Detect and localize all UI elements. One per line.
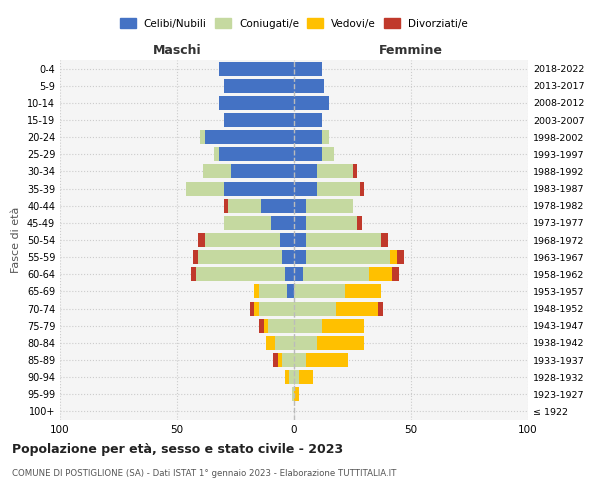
Bar xyxy=(280,233,294,247)
Bar xyxy=(278,353,283,367)
Y-axis label: Fasce di età: Fasce di età xyxy=(11,207,21,273)
Bar xyxy=(250,302,254,316)
Bar xyxy=(254,302,259,316)
Bar xyxy=(294,130,322,144)
Bar xyxy=(292,388,294,402)
Bar xyxy=(268,318,294,332)
Bar xyxy=(224,216,271,230)
Bar xyxy=(294,78,325,92)
Bar xyxy=(369,268,392,281)
Bar xyxy=(294,370,299,384)
Bar xyxy=(193,250,198,264)
Bar xyxy=(254,284,259,298)
Bar xyxy=(214,148,219,162)
Bar xyxy=(392,268,400,281)
Bar xyxy=(191,268,196,281)
Bar xyxy=(306,216,357,230)
Bar xyxy=(284,370,289,384)
Bar xyxy=(322,148,334,162)
Bar xyxy=(378,302,383,316)
Bar xyxy=(224,78,294,92)
Bar xyxy=(317,336,364,350)
Bar xyxy=(294,164,317,178)
Bar xyxy=(357,216,362,230)
Bar xyxy=(283,353,294,367)
Bar xyxy=(271,216,294,230)
Bar xyxy=(397,250,404,264)
Bar xyxy=(205,130,294,144)
Bar xyxy=(306,250,390,264)
Bar xyxy=(198,250,283,264)
Bar xyxy=(205,233,280,247)
Bar xyxy=(390,250,397,264)
Bar xyxy=(231,164,294,178)
Bar xyxy=(219,148,294,162)
Bar xyxy=(294,233,306,247)
Text: Femmine: Femmine xyxy=(379,44,443,57)
Bar xyxy=(287,284,294,298)
Bar xyxy=(198,233,205,247)
Bar xyxy=(289,370,294,384)
Bar xyxy=(187,182,224,196)
Bar xyxy=(306,233,380,247)
Bar xyxy=(306,198,353,212)
Bar xyxy=(336,302,378,316)
Bar xyxy=(294,182,317,196)
Bar xyxy=(294,250,306,264)
Bar xyxy=(284,268,294,281)
Bar xyxy=(196,268,284,281)
Bar xyxy=(294,353,306,367)
Bar xyxy=(229,198,261,212)
Bar xyxy=(259,284,287,298)
Bar xyxy=(275,336,294,350)
Legend: Celibi/Nubili, Coniugati/e, Vedovi/e, Divorziati/e: Celibi/Nubili, Coniugati/e, Vedovi/e, Di… xyxy=(120,18,468,28)
Bar xyxy=(353,164,357,178)
Bar xyxy=(294,302,336,316)
Bar xyxy=(294,216,306,230)
Bar xyxy=(294,96,329,110)
Bar xyxy=(263,318,268,332)
Bar xyxy=(294,198,306,212)
Bar xyxy=(294,284,346,298)
Bar xyxy=(317,182,359,196)
Bar xyxy=(294,113,322,127)
Bar xyxy=(294,336,317,350)
Text: Maschi: Maschi xyxy=(152,44,202,57)
Text: COMUNE DI POSTIGLIONE (SA) - Dati ISTAT 1° gennaio 2023 - Elaborazione TUTTITALI: COMUNE DI POSTIGLIONE (SA) - Dati ISTAT … xyxy=(12,469,397,478)
Bar xyxy=(294,148,322,162)
Bar xyxy=(261,198,294,212)
Bar xyxy=(294,318,322,332)
Bar xyxy=(317,164,353,178)
Bar xyxy=(273,353,278,367)
Bar xyxy=(346,284,380,298)
Bar xyxy=(294,268,304,281)
Bar xyxy=(224,113,294,127)
Bar xyxy=(359,182,364,196)
Bar xyxy=(266,336,275,350)
Bar xyxy=(304,268,369,281)
Bar xyxy=(224,182,294,196)
Bar xyxy=(322,130,329,144)
Text: Popolazione per età, sesso e stato civile - 2023: Popolazione per età, sesso e stato civil… xyxy=(12,442,343,456)
Bar xyxy=(219,62,294,76)
Bar xyxy=(200,130,205,144)
Bar xyxy=(306,353,348,367)
Bar xyxy=(259,318,263,332)
Bar xyxy=(283,250,294,264)
Bar xyxy=(299,370,313,384)
Bar xyxy=(219,96,294,110)
Bar xyxy=(322,318,364,332)
Bar xyxy=(380,233,388,247)
Bar xyxy=(294,388,299,402)
Bar xyxy=(224,198,229,212)
Bar xyxy=(259,302,294,316)
Bar xyxy=(294,62,322,76)
Bar xyxy=(203,164,231,178)
